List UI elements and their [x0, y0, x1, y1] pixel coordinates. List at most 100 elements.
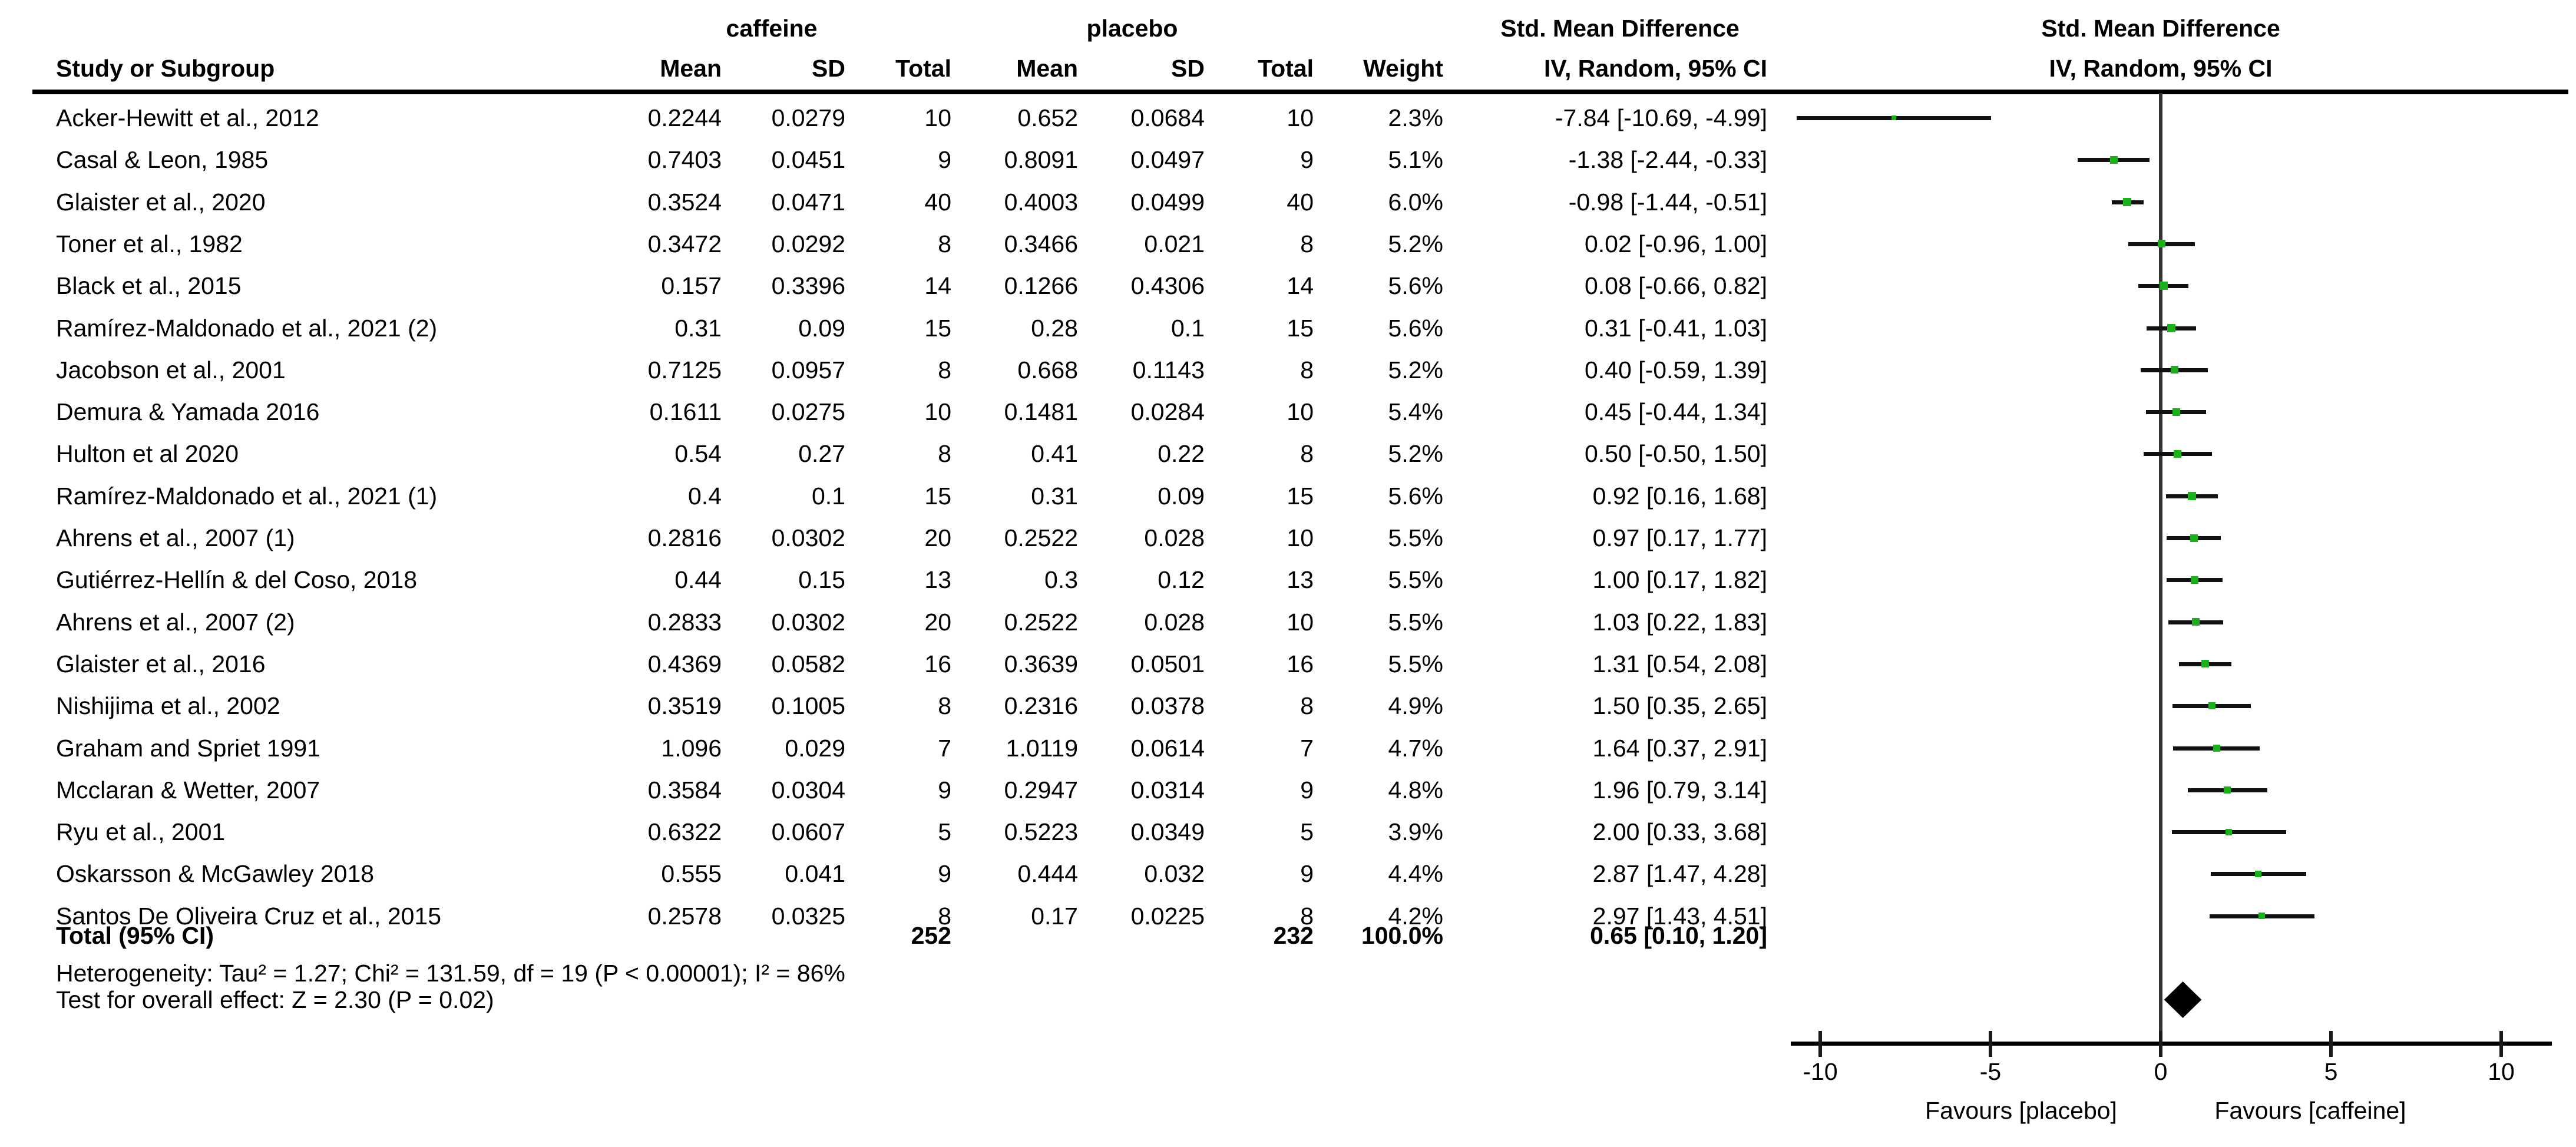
point-estimate-square — [2159, 282, 2168, 290]
study-row: Ahrens et al., 2007 (2) 0.2833 0.0302 20… — [0, 607, 1803, 637]
study-name: Ramírez-Maldonado et al., 2021 (2) — [56, 314, 438, 342]
overall-effect-text: Test for overall effect: Z = 2.30 (P = 0… — [56, 986, 494, 1013]
placebo-sd: 0.1 — [1171, 314, 1205, 342]
placebo-mean: 0.2316 — [1004, 692, 1078, 720]
caffeine-total: 15 — [924, 314, 951, 342]
total-caffeine-n: 252 — [911, 922, 951, 949]
study-name: Ahrens et al., 2007 (1) — [56, 524, 295, 551]
axis-tick-label: -10 — [1803, 1058, 1838, 1085]
caffeine-total: 8 — [938, 230, 951, 257]
caffeine-total: 20 — [924, 608, 951, 636]
point-estimate-square — [2258, 913, 2266, 920]
axis-tick-label: 5 — [2324, 1058, 2338, 1085]
favours-left-label: Favours [placebo] — [1925, 1097, 2117, 1124]
placebo-sd: 0.22 — [1158, 440, 1205, 468]
placebo-total: 40 — [1287, 188, 1314, 216]
caffeine-total: 8 — [938, 440, 951, 468]
study-row: Hulton et al 2020 0.54 0.27 8 0.41 0.22 … — [0, 438, 1803, 469]
study-row: Ahrens et al., 2007 (1) 0.2816 0.0302 20… — [0, 523, 1803, 553]
caffeine-total: 9 — [938, 860, 951, 888]
study-row: Toner et al., 1982 0.3472 0.0292 8 0.346… — [0, 229, 1803, 259]
caffeine-mean: 0.6322 — [647, 818, 722, 846]
placebo-mean: 0.41 — [1031, 440, 1078, 468]
caffeine-mean: 0.3584 — [647, 776, 722, 804]
study-name: Ryu et al., 2001 — [56, 818, 226, 846]
placebo-sd: 0.09 — [1158, 482, 1205, 510]
caffeine-mean: 0.7125 — [647, 356, 722, 384]
caffeine-total: 8 — [938, 902, 951, 930]
caffeine-sd: 0.0302 — [771, 524, 845, 551]
placebo-total: 10 — [1287, 398, 1314, 426]
total-placebo-n: 232 — [1273, 922, 1314, 949]
caffeine-sd: 0.0304 — [771, 776, 845, 804]
placebo-sd: 0.1143 — [1132, 356, 1205, 384]
study-row: Oskarsson & McGawley 2018 0.555 0.041 9 … — [0, 858, 1803, 889]
caffeine-mean: 0.2244 — [647, 104, 722, 131]
smd-header-plot: Std. Mean Difference — [2041, 15, 2280, 42]
placebo-mean: 0.2947 — [1004, 776, 1078, 804]
diamond-shape — [2164, 981, 2202, 1018]
caffeine-mean: 0.4369 — [647, 650, 722, 677]
placebo-mean: 0.2522 — [1004, 524, 1078, 551]
study-weight: 4.2% — [1388, 902, 1443, 930]
study-ci: -0.98 [-1.44, -0.51] — [1568, 188, 1767, 216]
placebo-mean: 0.5223 — [1004, 818, 1078, 846]
x-axis-line — [1791, 1042, 2552, 1046]
point-estimate-square — [2109, 156, 2118, 164]
study-weight: 5.5% — [1388, 524, 1443, 551]
placebo-sd: 0.021 — [1144, 230, 1205, 257]
study-table-body: Acker-Hewitt et al., 2012 0.2244 0.0279 … — [0, 103, 1803, 930]
axis-tick — [2499, 1031, 2503, 1057]
study-name: Ahrens et al., 2007 (2) — [56, 608, 295, 636]
study-weight: 5.2% — [1388, 230, 1443, 257]
col-header-study: Study or Subgroup — [56, 55, 275, 82]
point-estimate-square — [2172, 408, 2180, 416]
study-ci: 1.31 [0.54, 2.08] — [1592, 650, 1767, 677]
placebo-sd: 0.4306 — [1130, 272, 1205, 300]
caffeine-total: 10 — [924, 398, 951, 426]
caffeine-mean: 0.2578 — [647, 902, 722, 930]
caffeine-mean: 1.096 — [661, 734, 722, 762]
axis-tick — [1989, 1031, 1992, 1057]
point-estimate-square — [2170, 366, 2178, 374]
caffeine-sd: 0.1 — [812, 482, 845, 510]
caffeine-total: 16 — [924, 650, 951, 677]
caffeine-sd: 0.0582 — [771, 650, 845, 677]
study-ci: 0.50 [-0.50, 1.50] — [1584, 440, 1767, 468]
caffeine-total: 9 — [938, 776, 951, 804]
study-name: Toner et al., 1982 — [56, 230, 243, 257]
caffeine-mean: 0.3519 — [647, 692, 722, 720]
study-row: Acker-Hewitt et al., 2012 0.2244 0.0279 … — [0, 103, 1803, 133]
caffeine-mean: 0.31 — [674, 314, 722, 342]
study-weight: 5.2% — [1388, 440, 1443, 468]
caffeine-total: 8 — [938, 692, 951, 720]
caffeine-mean: 0.157 — [661, 272, 722, 300]
placebo-total: 5 — [1300, 818, 1314, 846]
study-weight: 2.3% — [1388, 104, 1443, 131]
caffeine-sd: 0.0471 — [771, 188, 845, 216]
caffeine-mean: 0.555 — [661, 860, 722, 888]
caffeine-sd: 0.0275 — [771, 398, 845, 426]
study-row: Glaister et al., 2016 0.4369 0.0582 16 0… — [0, 649, 1803, 679]
study-weight: 4.7% — [1388, 734, 1443, 762]
point-estimate-square — [2224, 786, 2231, 794]
study-ci: 1.64 [0.37, 2.91] — [1592, 734, 1767, 762]
study-name: Ramírez-Maldonado et al., 2021 (1) — [56, 482, 438, 510]
placebo-mean: 0.444 — [1017, 860, 1078, 888]
study-ci: 1.00 [0.17, 1.82] — [1592, 566, 1767, 594]
study-name: Graham and Spriet 1991 — [56, 734, 320, 762]
study-row: Glaister et al., 2020 0.3524 0.0471 40 0… — [0, 187, 1803, 217]
caffeine-total: 8 — [938, 356, 951, 384]
axis-tick — [2159, 1031, 2162, 1057]
study-name: Demura & Yamada 2016 — [56, 398, 320, 426]
point-estimate-square — [2188, 491, 2197, 500]
study-row: Graham and Spriet 1991 1.096 0.029 7 1.0… — [0, 733, 1803, 763]
study-row: Ramírez-Maldonado et al., 2021 (1) 0.4 0… — [0, 481, 1803, 511]
study-weight: 5.5% — [1388, 608, 1443, 636]
study-name: Mcclaran & Wetter, 2007 — [56, 776, 320, 804]
placebo-mean: 0.4003 — [1004, 188, 1078, 216]
study-weight: 4.8% — [1388, 776, 1443, 804]
header-divider-line — [32, 90, 2568, 94]
axis-tick — [1818, 1031, 1822, 1057]
point-estimate-square — [2174, 449, 2182, 458]
